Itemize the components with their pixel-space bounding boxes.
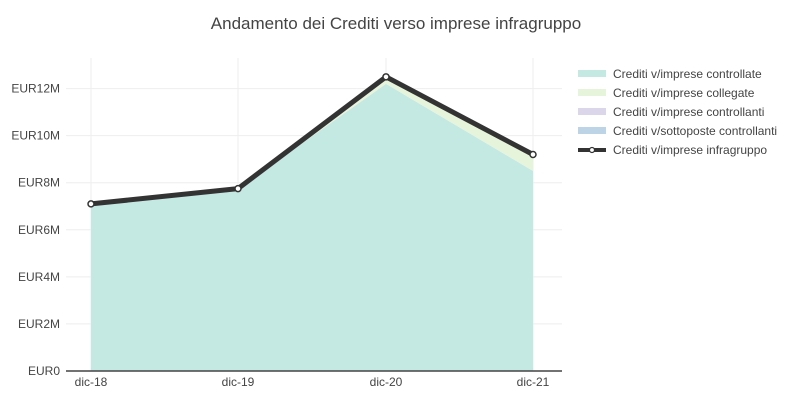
axes: EUR0 EUR2M EUR4M EUR6M EUR8M EUR10M EUR12M dic-… [11, 82, 562, 389]
total-series-point [382, 73, 390, 81]
legend: Crediti v/imprese controllate Crediti v/i… [578, 67, 777, 157]
legend-label: Crediti v/imprese controllanti [613, 105, 764, 119]
legend-label: Crediti v/sottoposte controllanti [613, 124, 777, 138]
legend-label: Crediti v/imprese infragruppo [613, 143, 767, 157]
total-series-point [87, 200, 95, 208]
y-tick-label: EUR4M [18, 270, 60, 284]
legend-swatch [578, 70, 606, 77]
legend-swatch [578, 108, 606, 115]
total-series-point [234, 184, 242, 193]
legend-swatch [578, 89, 606, 96]
y-tick-label: EUR6M [18, 223, 60, 237]
y-tick-label: EUR10M [11, 129, 60, 143]
total-series-point [529, 150, 537, 159]
x-tick-label: dic-19 [222, 375, 255, 389]
x-tick-label: dic-20 [370, 375, 403, 389]
area-series-1 [91, 83, 533, 372]
y-tick-label: EUR2M [18, 317, 60, 331]
total-series-line [90, 74, 535, 207]
legend-marker [588, 146, 596, 154]
y-tick-label: EUR12M [11, 82, 60, 96]
legend-label: Crediti v/imprese collegate [613, 86, 755, 100]
x-tick-label: dic-18 [75, 375, 108, 389]
total-line [87, 73, 537, 208]
x-tick-label: dic-21 [517, 375, 550, 389]
y-tick-label: EUR0 [28, 364, 60, 378]
y-tick-label: EUR8M [18, 176, 60, 190]
legend-swatch [578, 127, 606, 134]
chart-title: Andamento dei Crediti verso imprese infr… [211, 14, 581, 33]
stacked-areas [91, 76, 533, 372]
legend-label: Crediti v/imprese controllate [613, 67, 762, 81]
